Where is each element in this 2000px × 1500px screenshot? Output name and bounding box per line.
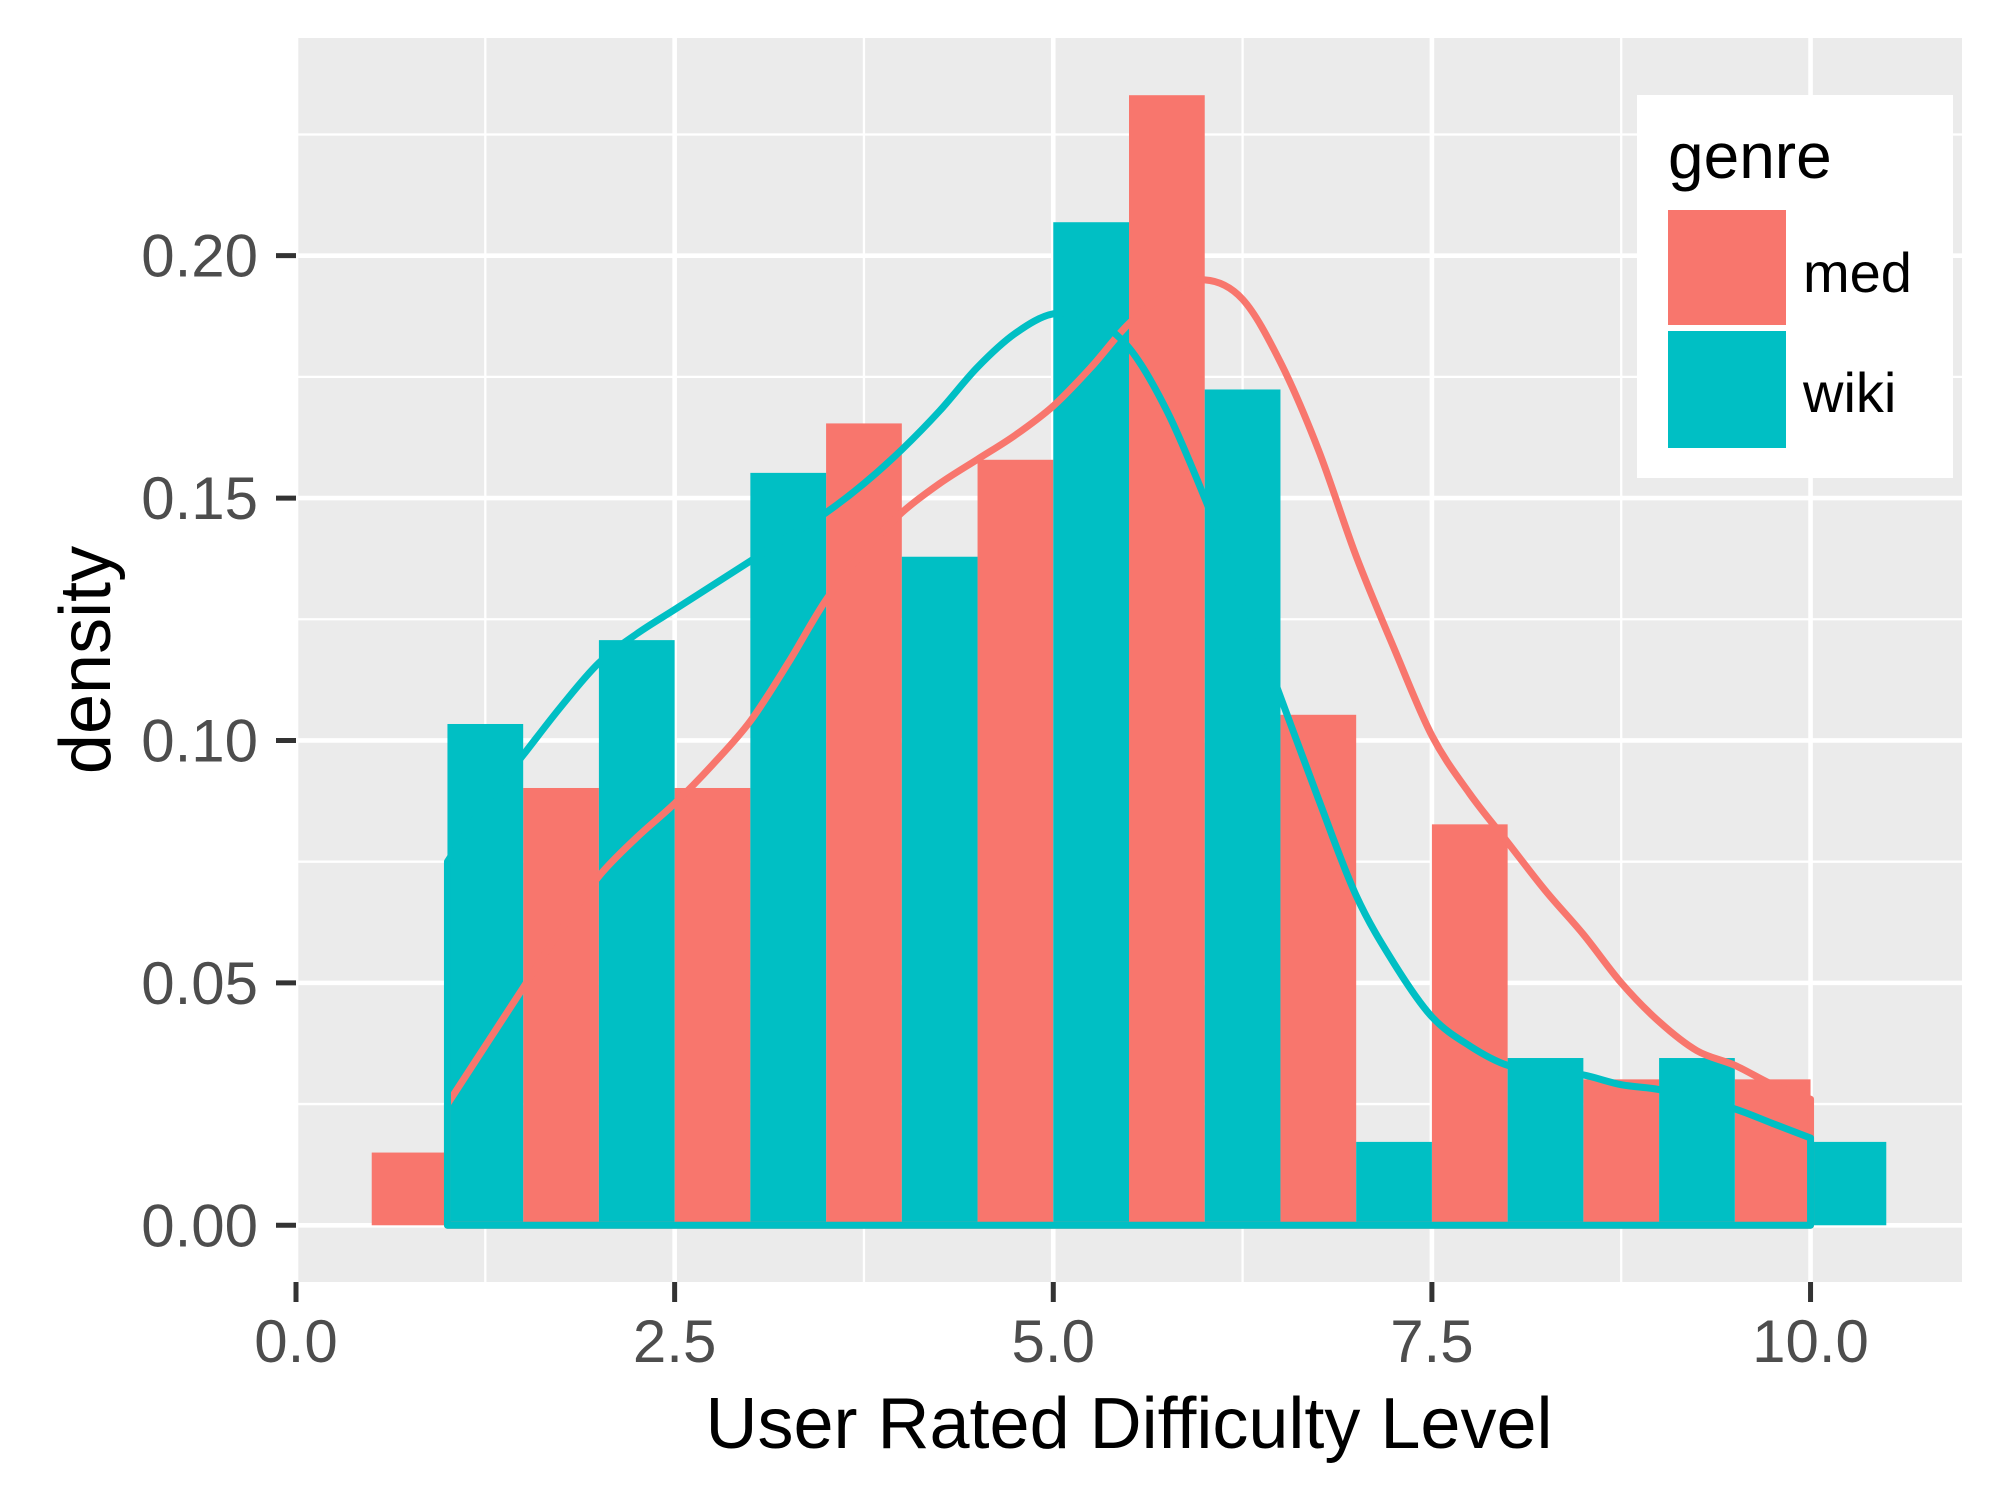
y-tick-label: 0.15 [141, 465, 258, 532]
bar-med-2 [523, 787, 599, 1226]
bar-med-10 [1734, 1079, 1811, 1226]
bar-med-6 [1129, 95, 1205, 1226]
y-tick-label: 0.05 [141, 950, 258, 1017]
y-tick-label: 0.10 [141, 707, 258, 774]
bar-med-3 [674, 787, 751, 1226]
legend-label-med: med [1803, 241, 1912, 304]
bar-wiki-2 [598, 640, 675, 1226]
legend: genre med wiki [1637, 95, 1953, 478]
bar-wiki-8 [1507, 1058, 1584, 1226]
density-curve-med [443, 276, 1815, 1229]
legend-key-wiki [1668, 331, 1786, 448]
bar-wiki-5 [1053, 222, 1129, 1226]
density-curves [443, 276, 1815, 1229]
y-tick-label: 0.20 [141, 223, 258, 290]
density-curve-wiki [443, 309, 1815, 1229]
x-tick-label: 2.5 [633, 1308, 716, 1375]
bar-med-1 [371, 1152, 448, 1226]
x-tick-label: 0.0 [254, 1308, 337, 1375]
bar-wiki-7 [1356, 1141, 1432, 1226]
bar-med-9 [1583, 1079, 1660, 1226]
bar-wiki-6 [1204, 389, 1281, 1226]
bar-wiki-4 [901, 556, 978, 1226]
x-tick-label: 10.0 [1752, 1308, 1869, 1375]
x-tick-label: 7.5 [1390, 1308, 1473, 1375]
x-axis: 0.0 2.5 5.0 7.5 10.0 [254, 1282, 1869, 1375]
bar-wiki-9 [1659, 1058, 1735, 1226]
y-tick-label: 0.00 [141, 1192, 258, 1259]
bar-wiki-10 [1810, 1141, 1887, 1226]
x-tick-label: 5.0 [1012, 1308, 1095, 1375]
bar-wiki-3 [750, 472, 827, 1226]
legend-title: genre [1668, 120, 1832, 192]
legend-key-med [1668, 210, 1786, 325]
legend-label-wiki: wiki [1802, 361, 1896, 424]
y-axis: 0.00 0.05 0.10 0.15 0.20 [141, 223, 296, 1259]
y-axis-title: density [46, 546, 126, 774]
bar-med-5 [977, 459, 1054, 1226]
x-axis-title: User Rated Difficulty Level [705, 1384, 1552, 1464]
bar-med-4 [826, 423, 902, 1226]
